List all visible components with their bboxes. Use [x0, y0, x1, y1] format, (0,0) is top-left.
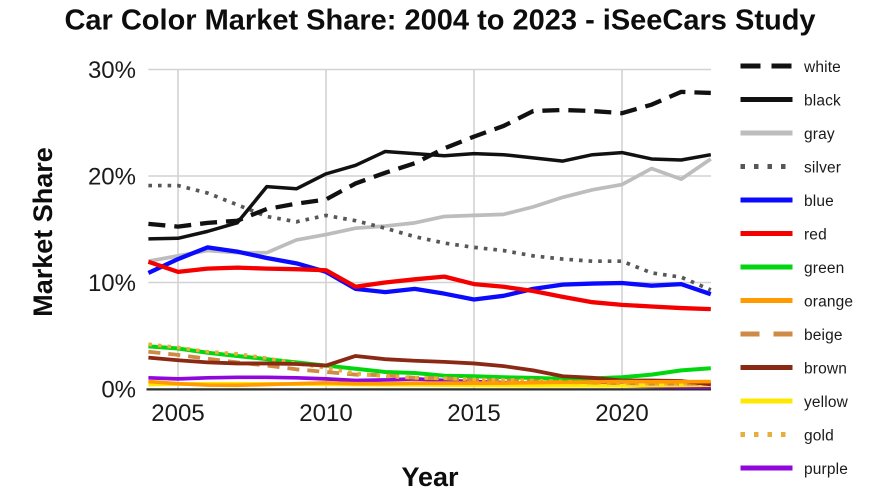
svg-text:green: green — [804, 260, 844, 277]
svg-text:Market Share: Market Share — [28, 147, 58, 317]
svg-text:10%: 10% — [88, 270, 136, 297]
svg-text:0%: 0% — [101, 377, 136, 404]
svg-text:white: white — [803, 59, 841, 76]
svg-text:2010: 2010 — [299, 400, 352, 427]
svg-text:silver: silver — [804, 159, 841, 176]
svg-text:gold: gold — [804, 427, 834, 444]
svg-text:Car Color Market Share: 2004 t: Car Color Market Share: 2004 to 2023 - i… — [64, 5, 815, 37]
svg-text:red: red — [804, 226, 827, 243]
svg-text:brown: brown — [804, 360, 847, 377]
svg-text:orange: orange — [804, 293, 853, 310]
svg-text:yellow: yellow — [804, 394, 849, 411]
svg-text:30%: 30% — [88, 57, 136, 84]
svg-text:2015: 2015 — [447, 400, 500, 427]
svg-text:purple: purple — [804, 461, 848, 478]
svg-text:black: black — [804, 92, 841, 109]
svg-text:beige: beige — [804, 327, 843, 344]
svg-text:2020: 2020 — [595, 400, 648, 427]
svg-text:gray: gray — [804, 126, 835, 143]
svg-text:blue: blue — [804, 193, 834, 210]
svg-text:2005: 2005 — [151, 400, 204, 427]
svg-text:20%: 20% — [88, 164, 136, 191]
svg-text:Year: Year — [401, 462, 459, 492]
